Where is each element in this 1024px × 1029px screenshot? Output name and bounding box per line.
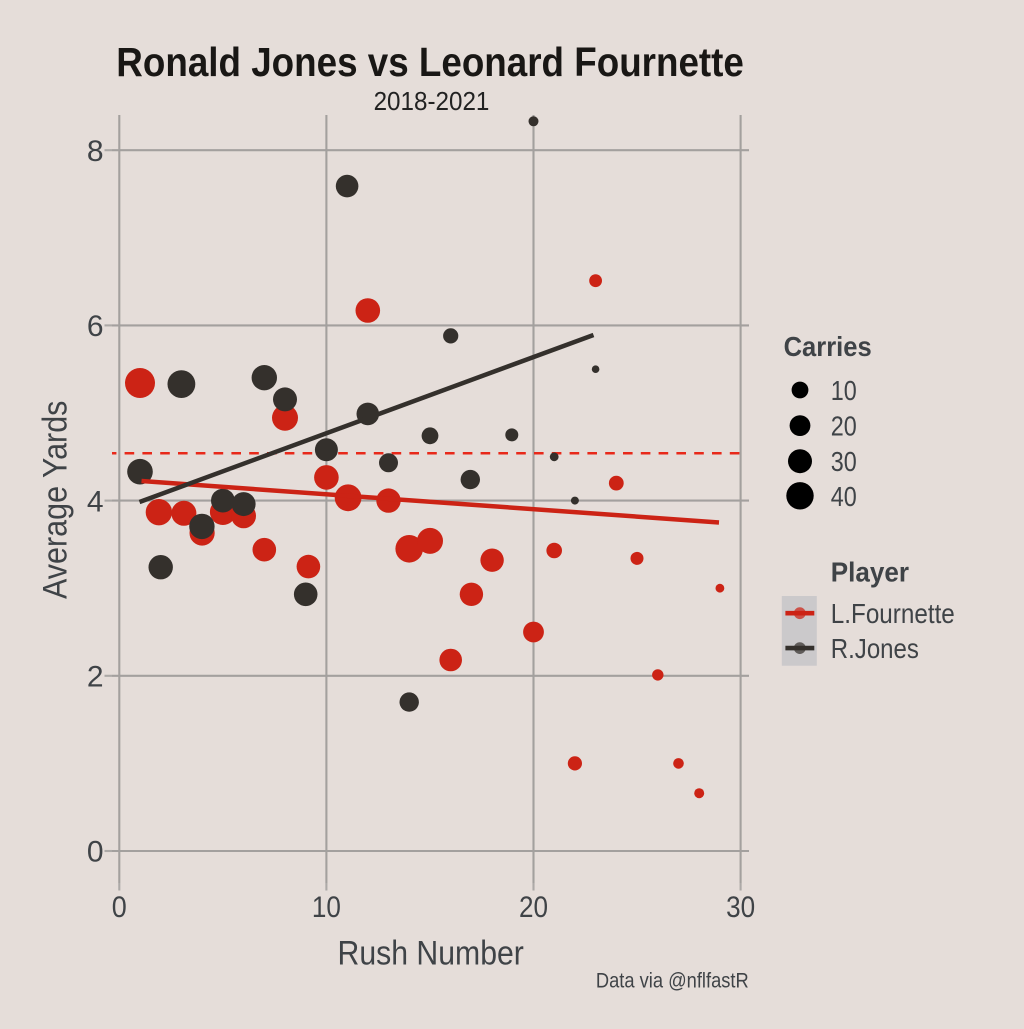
svg-text:0: 0 [87, 836, 104, 869]
svg-text:20: 20 [519, 891, 548, 924]
svg-text:20: 20 [831, 411, 857, 442]
svg-text:Average Yards: Average Yards [37, 401, 75, 599]
svg-text:6: 6 [87, 310, 104, 343]
svg-text:8: 8 [87, 135, 104, 168]
svg-text:4: 4 [87, 485, 104, 518]
svg-text:Carries: Carries [784, 331, 872, 362]
svg-text:Ronald Jones vs Leonard Fourne: Ronald Jones vs Leonard Fournette [116, 39, 744, 85]
svg-text:10: 10 [831, 375, 857, 406]
svg-text:Player: Player [831, 556, 909, 587]
svg-text:L.Fournette: L.Fournette [831, 598, 955, 629]
svg-text:30: 30 [726, 891, 755, 924]
svg-text:R.Jones: R.Jones [831, 633, 919, 664]
svg-text:Rush Number: Rush Number [338, 934, 524, 972]
svg-text:2018-2021: 2018-2021 [374, 86, 490, 116]
svg-text:2: 2 [87, 661, 104, 694]
svg-text:30: 30 [831, 446, 857, 477]
svg-text:10: 10 [312, 891, 341, 924]
svg-text:Data via @nflfastR: Data via @nflfastR [596, 970, 749, 993]
svg-text:40: 40 [831, 481, 857, 512]
svg-text:0: 0 [112, 891, 127, 924]
